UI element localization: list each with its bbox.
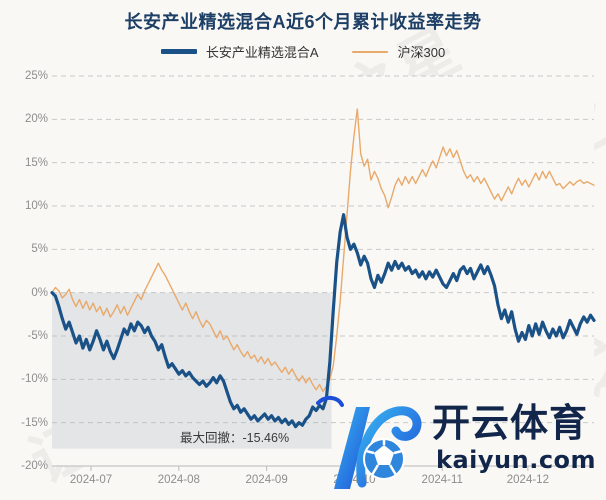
x-tick-label: 2024-09 xyxy=(245,474,288,486)
max-drawdown-band xyxy=(52,292,332,449)
legend-label-fund: 长安产业精选混合A xyxy=(205,45,319,60)
x-tick-label: 2024-07 xyxy=(69,474,113,486)
y-tick-label: 25% xyxy=(24,70,48,82)
series-line xyxy=(51,108,595,393)
legend-item-fund[interactable]: 长安产业精选混合A xyxy=(160,42,319,61)
max-drawdown-label: 最大回撤：-15.46% xyxy=(180,431,290,445)
y-tick-label: -10% xyxy=(21,373,48,386)
series-line xyxy=(50,213,596,429)
legend-label-benchmark: 沪深300 xyxy=(397,45,446,60)
x-tick-label: 2024-08 xyxy=(157,474,200,486)
x-tick-label: 2024-12 xyxy=(506,474,549,486)
legend-swatch-benchmark-icon xyxy=(352,50,389,53)
chart-legend: 长安产业精选混合A 沪深300 xyxy=(0,42,606,61)
x-tick-label: 2024-11 xyxy=(421,474,463,486)
y-tick-label: 0% xyxy=(31,286,48,299)
chart-title: 长安产业精选混合A近6个月累计收益率走势 xyxy=(124,12,482,32)
x-tick-label: 2024-10 xyxy=(333,474,376,486)
y-tick-label: -20% xyxy=(21,460,48,472)
y-tick-label: 5% xyxy=(31,243,48,256)
legend-item-benchmark[interactable]: 沪深300 xyxy=(352,42,445,61)
y-tick-label: 10% xyxy=(24,200,48,212)
y-tick-label: 20% xyxy=(24,113,48,126)
legend-swatch-fund-icon xyxy=(160,49,197,54)
y-tick-label: -5% xyxy=(27,330,48,342)
y-tick-label: -15% xyxy=(21,416,48,429)
y-tick-label: 15% xyxy=(24,156,48,169)
